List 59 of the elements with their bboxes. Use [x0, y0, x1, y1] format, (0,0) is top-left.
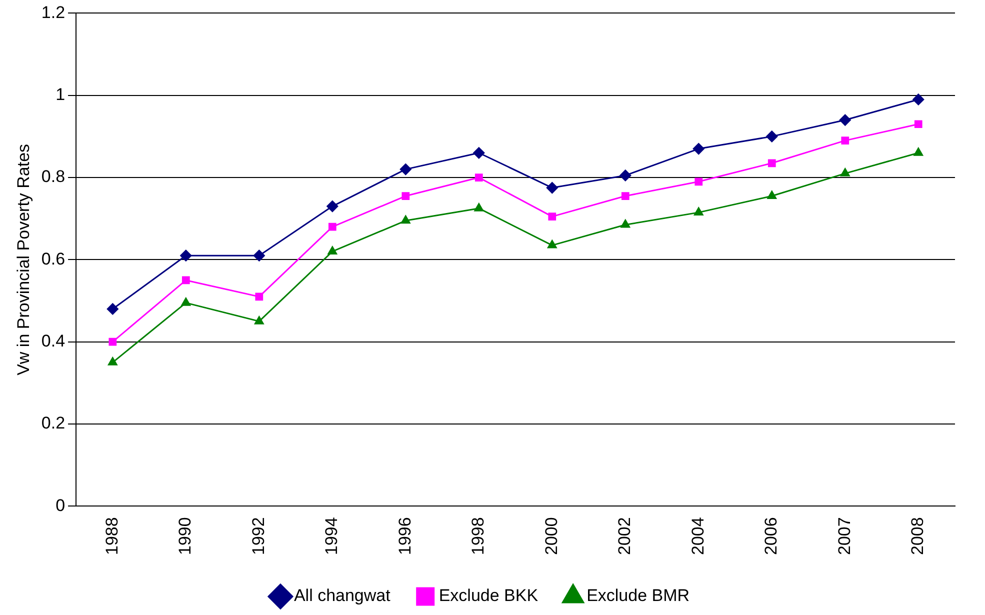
point: [400, 164, 412, 176]
x-tick-label: 2006: [762, 517, 781, 556]
point: [326, 200, 338, 212]
point: [106, 303, 118, 315]
y-tick-label: 0: [56, 496, 66, 515]
point: [182, 276, 190, 284]
point: [474, 174, 483, 182]
point: [767, 190, 777, 200]
y-tick-label: 0.2: [41, 414, 66, 433]
y-axis-title: Vw in Provincial Poverty Rates: [14, 144, 33, 376]
point: [841, 136, 850, 144]
point: [546, 182, 558, 194]
point: [108, 357, 118, 366]
x-tick-label: 2004: [688, 517, 708, 556]
point: [620, 170, 632, 182]
point: [914, 120, 922, 128]
point: [180, 250, 192, 262]
point: [548, 212, 556, 220]
point: [181, 298, 191, 306]
y-tick-label: 0.6: [41, 249, 66, 268]
y-tick-label: 1: [56, 85, 66, 104]
point: [839, 114, 851, 126]
x-tick-label: 2000: [542, 517, 561, 556]
x-tick-label: 1998: [468, 517, 488, 556]
point: [328, 246, 338, 254]
point: [840, 168, 850, 176]
point: [474, 203, 484, 212]
point: [694, 207, 704, 216]
point: [547, 240, 557, 248]
point: [692, 143, 704, 155]
legend-label: Exclude BMR: [586, 586, 690, 606]
x-tick-label: 1988: [102, 517, 122, 556]
point: [621, 192, 630, 200]
x-tick-label: 1994: [322, 517, 342, 556]
x-tick-label: 1992: [248, 517, 268, 556]
point: [620, 220, 630, 228]
legend-label: Exclude BKK: [438, 586, 539, 606]
x-tick-label: 1996: [395, 517, 414, 556]
point: [766, 130, 778, 142]
point: [768, 159, 776, 168]
point: [914, 148, 924, 156]
x-tick-label: 2007: [834, 517, 854, 556]
point: [253, 250, 265, 262]
x-tick-label: 1990: [176, 517, 195, 556]
x-tick-label: 2002: [615, 517, 634, 556]
x-tick-label: 2008: [908, 517, 928, 556]
point: [694, 178, 703, 186]
y-tick-label: 1.2: [41, 2, 66, 22]
legend-label: All changwat: [294, 586, 391, 606]
point: [108, 338, 117, 346]
point: [473, 147, 485, 159]
point: [401, 215, 410, 224]
point: [255, 292, 264, 301]
point: [328, 222, 336, 231]
y-tick-label: 0.8: [41, 167, 66, 186]
point: [912, 94, 924, 106]
y-tick-label: 0.4: [41, 332, 66, 351]
point: [254, 316, 264, 324]
point: [402, 192, 410, 200]
